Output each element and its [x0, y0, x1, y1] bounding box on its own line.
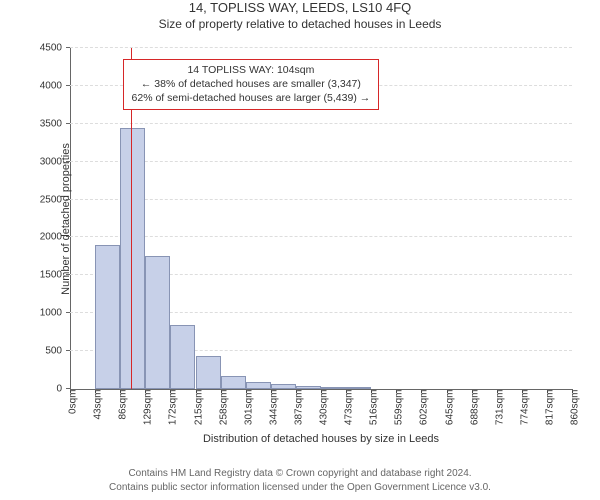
x-tick-label: 430sqm: [319, 390, 330, 426]
grid-line: [70, 161, 572, 162]
chart-subtitle: Size of property relative to detached ho…: [0, 17, 600, 31]
y-tick-label: 4500: [26, 43, 62, 54]
y-tick-label: 1500: [26, 270, 62, 281]
y-tick-label: 3500: [26, 118, 62, 129]
annotation-line-3: 62% of semi-detached houses are larger (…: [132, 92, 371, 106]
x-tick-label: 688sqm: [469, 390, 480, 426]
y-tick: [66, 236, 70, 237]
x-tick-label: 645sqm: [444, 390, 455, 426]
grid-line: [70, 47, 572, 48]
y-tick-label: 0: [26, 384, 62, 395]
histogram-bar: [170, 325, 195, 389]
x-tick-label: 344sqm: [268, 390, 279, 426]
x-tick-label: 387sqm: [293, 390, 304, 426]
y-tick: [66, 47, 70, 48]
x-tick-label: 86sqm: [118, 390, 129, 420]
x-tick-label: 129sqm: [143, 390, 154, 426]
y-tick: [66, 350, 70, 351]
y-tick: [66, 161, 70, 162]
x-tick-label: 559sqm: [394, 390, 405, 426]
annotation-line-2: ← 38% of detached houses are smaller (3,…: [132, 78, 371, 92]
histogram-bar: [145, 256, 170, 389]
x-tick-label: 516sqm: [369, 390, 380, 426]
y-tick: [66, 312, 70, 313]
y-tick-label: 3000: [26, 156, 62, 167]
y-tick-label: 4000: [26, 80, 62, 91]
footer-line-1: Contains HM Land Registry data © Crown c…: [8, 467, 592, 481]
annotation-box: 14 TOPLISS WAY: 104sqm← 38% of detached …: [123, 59, 380, 110]
y-tick-label: 2500: [26, 194, 62, 205]
y-tick: [66, 123, 70, 124]
histogram-bar: [346, 387, 371, 389]
histogram-bar: [221, 376, 246, 389]
x-tick-label: 473sqm: [344, 390, 355, 426]
grid-line: [70, 236, 572, 237]
y-tick-label: 500: [26, 346, 62, 357]
x-tick-label: 817sqm: [544, 390, 555, 426]
x-tick-label: 860sqm: [570, 390, 581, 426]
y-tick: [66, 199, 70, 200]
x-tick-label: 43sqm: [93, 390, 104, 420]
x-tick-label: 258sqm: [218, 390, 229, 426]
x-axis-label: Distribution of detached houses by size …: [203, 433, 439, 445]
histogram-bar: [296, 386, 321, 389]
y-tick: [66, 85, 70, 86]
y-tick: [66, 274, 70, 275]
x-tick-label: 172sqm: [168, 390, 179, 426]
histogram-bar: [271, 384, 296, 389]
annotation-line-1: 14 TOPLISS WAY: 104sqm: [132, 64, 371, 78]
x-tick-label: 0sqm: [68, 390, 79, 414]
chart-title: 14, TOPLISS WAY, LEEDS, LS10 4FQ: [0, 0, 600, 15]
grid-line: [70, 123, 572, 124]
footer-attribution: Contains HM Land Registry data © Crown c…: [8, 467, 592, 494]
histogram-bar: [196, 356, 221, 389]
footer-line-2: Contains public sector information licen…: [8, 481, 592, 495]
y-tick-label: 1000: [26, 308, 62, 319]
y-tick-label: 2000: [26, 232, 62, 243]
histogram-bar: [120, 128, 145, 389]
x-tick-label: 731sqm: [494, 390, 505, 426]
histogram-bar: [95, 245, 120, 389]
chart-container: Number of detached properties Distributi…: [8, 40, 592, 448]
x-tick-label: 301sqm: [243, 390, 254, 426]
histogram-bar: [321, 387, 346, 389]
plot-area: Number of detached properties Distributi…: [70, 48, 572, 390]
x-tick-label: 774sqm: [519, 390, 530, 426]
x-tick-label: 215sqm: [193, 390, 204, 426]
histogram-bar: [246, 382, 271, 389]
grid-line: [70, 199, 572, 200]
x-tick-label: 602sqm: [419, 390, 430, 426]
